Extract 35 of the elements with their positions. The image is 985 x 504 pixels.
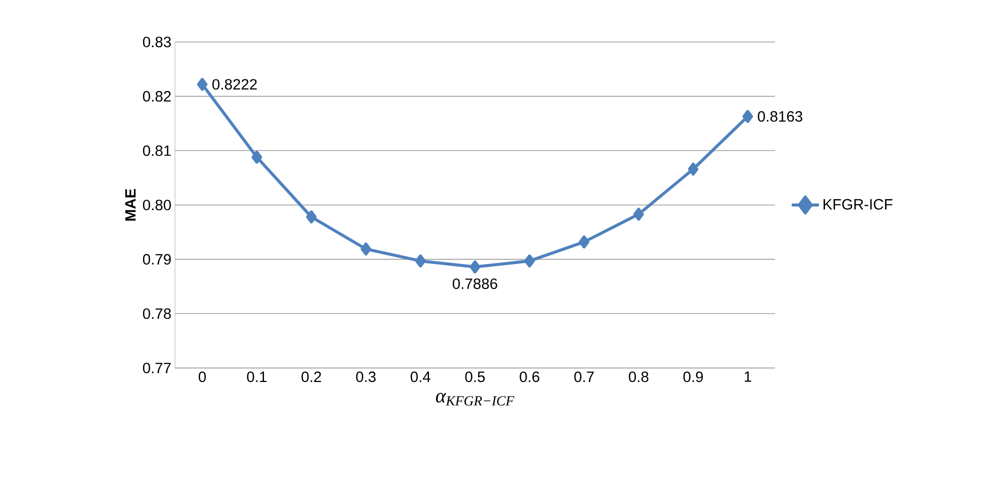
y-tick-label: 0.80	[142, 200, 171, 210]
annotation: 0.7886	[452, 278, 498, 290]
x-tick-label: 0	[198, 372, 206, 382]
y-tick-label: 0.81	[142, 145, 171, 156]
point	[252, 150, 262, 164]
point	[415, 254, 426, 268]
x-tick-label: 0.3	[356, 372, 376, 382]
x-tick-label: 0.2	[302, 372, 322, 382]
y-tick-label: 0.78	[142, 308, 171, 319]
x-tick-label: 0.6	[520, 372, 540, 382]
y-tick-label: 0.79	[142, 254, 171, 265]
x-axis-title: α$_{KFGR−ICF}$	[436, 392, 514, 406]
point	[688, 162, 698, 176]
annotation: 0.8222	[212, 79, 257, 90]
y-tick-label: 0.77	[142, 362, 171, 374]
point	[742, 110, 753, 123]
point	[306, 210, 317, 224]
x-tick-label: 0.1	[247, 372, 266, 382]
y-tick-label: 0.82	[142, 91, 171, 102]
x-tick-label: 0.5	[465, 372, 485, 382]
point	[197, 78, 208, 91]
y-axis-title: MAE	[125, 188, 136, 221]
x-tick-label: 0.8	[628, 372, 648, 382]
y-tick-label: 0.83	[142, 36, 171, 48]
x-tick-label: 0.7	[574, 372, 594, 382]
annotation: 0.8163	[758, 111, 802, 122]
point	[633, 208, 644, 221]
point	[470, 260, 480, 274]
point	[524, 254, 535, 268]
point	[578, 235, 590, 248]
x-tick-label: 1	[744, 372, 752, 382]
legend-label: KFGR-ICF	[824, 199, 892, 210]
point	[360, 242, 372, 256]
x-tick-label: 0.9	[683, 372, 703, 382]
x-tick-label: 0.4	[410, 372, 430, 382]
